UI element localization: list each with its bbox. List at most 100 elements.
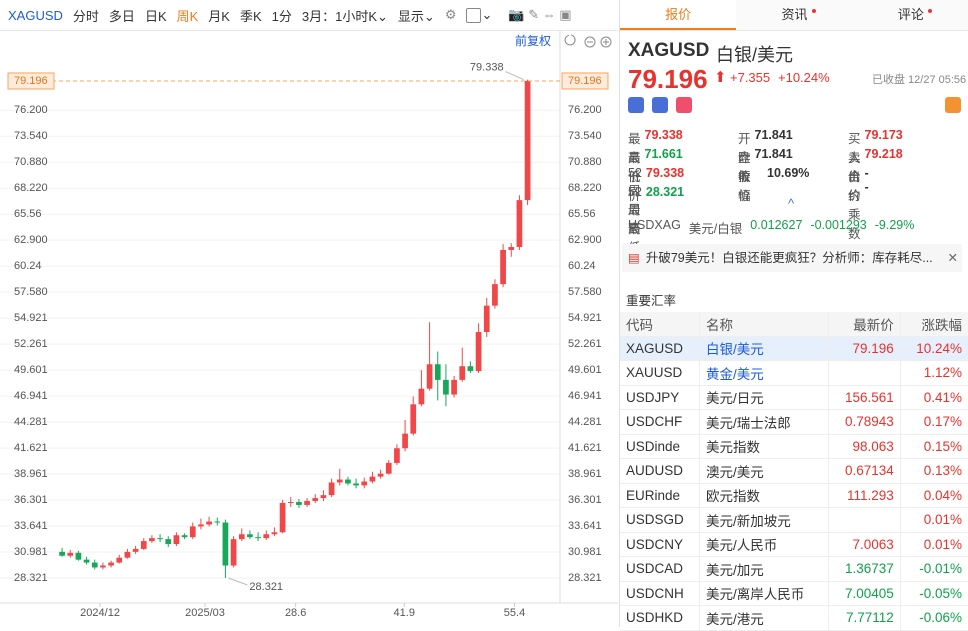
- table-row[interactable]: USDCAD 美元/加元 1.36737 -0.01%: [620, 556, 968, 582]
- candle-body: [271, 532, 278, 535]
- cell: 欧元指数: [699, 483, 830, 508]
- stat-value: 71.841: [754, 147, 793, 161]
- table-row[interactable]: USDCNY 美元/人民币 7.0063 0.01%: [620, 532, 968, 557]
- table-row[interactable]: USDJPY 美元/日元 156.561 0.41%: [620, 385, 968, 410]
- stat-label: 振 幅: [738, 170, 764, 203]
- adjust-button[interactable]: 前复权: [515, 33, 551, 48]
- display-select[interactable]: 显示⌄: [397, 8, 435, 24]
- y-tick-label-right: 38.961: [568, 468, 602, 480]
- candle-body: [132, 548, 139, 552]
- tabs: 报价 资讯 评论: [620, 0, 968, 31]
- candle-body: [279, 502, 286, 533]
- candle-body: [181, 535, 188, 538]
- range-select[interactable]: 3月：1小时K⌄: [301, 8, 388, 24]
- y-tick-label-right: 49.601: [568, 364, 602, 376]
- collapse-toggle[interactable]: ^: [788, 196, 795, 211]
- period-option[interactable]: 日K: [144, 8, 167, 24]
- candle-body: [426, 364, 433, 389]
- cell: 美元/离岸人民币: [699, 581, 830, 606]
- y-tick-label: 30.981: [14, 546, 48, 558]
- y-tick-label-right: 41.621: [568, 442, 602, 454]
- x-tick-label: 2025/03: [185, 607, 225, 619]
- cell: 0.15%: [900, 434, 968, 459]
- related-field: USDXAG: [628, 218, 681, 232]
- y-tick-label-right: 73.540: [568, 130, 602, 142]
- cell: 美元/新加坡元: [699, 507, 830, 533]
- candle-body: [75, 552, 82, 560]
- y-tick-label-right: 44.281: [568, 416, 602, 428]
- cell: 156.561: [828, 385, 901, 410]
- tool-icons[interactable]: 📷 ✎ ⇔ ▣: [508, 7, 572, 22]
- cell: -0.06%: [900, 605, 968, 631]
- table-row[interactable]: XAUUSD 黄金/美元 1.12%: [620, 360, 968, 386]
- table-row[interactable]: USDCNH 美元/离岸人民币 7.00405 -0.05%: [620, 581, 968, 606]
- table-row[interactable]: USDSGD 美元/新加坡元 0.01%: [620, 507, 968, 533]
- table-row[interactable]: XAGUSD 白银/美元 79.196 10.24%: [620, 336, 968, 361]
- table-row[interactable]: USDCHF 美元/瑞士法郎 0.78943 0.17%: [620, 409, 968, 435]
- y-tick-label-right: 33.641: [568, 520, 602, 532]
- period-option[interactable]: 1分: [271, 8, 292, 24]
- candle-body: [296, 502, 302, 505]
- candle-body: [369, 476, 376, 482]
- stat-label: 52周最高: [628, 166, 642, 236]
- tab[interactable]: 资讯: [736, 0, 852, 30]
- settings-icon[interactable]: ⚙: [444, 7, 457, 22]
- stat-label: 开盘价: [738, 132, 751, 184]
- candle-body: [385, 462, 392, 474]
- cell: EURinde: [620, 483, 700, 508]
- last-price-tag-left: [7, 72, 55, 90]
- table-title: 重要汇率: [626, 294, 677, 308]
- period-option[interactable]: 周K: [176, 8, 199, 24]
- candle-body: [467, 366, 474, 372]
- tab-label: 资讯: [781, 7, 808, 22]
- period-option[interactable]: 多日: [108, 8, 135, 24]
- y-tick-label-right: 28.321: [568, 572, 602, 584]
- news-bar[interactable]: ▤ 升破79美元！白银还能更疯狂？分析师：库存耗尽... ✕: [622, 244, 962, 272]
- candle-body: [149, 538, 155, 542]
- quote-change-pct: +10.24%: [778, 70, 830, 85]
- candle-body: [459, 366, 466, 380]
- table-row[interactable]: USDinde 美元指数 98.063 0.15%: [620, 434, 968, 459]
- alert-icon[interactable]: [945, 97, 961, 113]
- period-option[interactable]: 月K: [208, 8, 230, 24]
- low-label: 28.321: [249, 581, 283, 593]
- tab-label: 评论: [897, 7, 924, 22]
- period-option[interactable]: 季K: [239, 8, 262, 24]
- candle-body: [410, 404, 417, 434]
- action-icons[interactable]: [628, 97, 692, 113]
- table-header: 代码 名称 最新价 涨跌幅: [620, 312, 968, 337]
- candle-body: [91, 562, 98, 568]
- stat: 最低价 71.661: [628, 147, 683, 203]
- stat-value: 10.69%: [767, 166, 810, 180]
- cell: 美元/港元: [699, 605, 830, 631]
- cell: -0.05%: [900, 581, 968, 606]
- cell: 7.00405: [828, 581, 901, 606]
- stat-value: 79.338: [644, 128, 683, 142]
- draw-icon[interactable]: ⌄: [466, 7, 492, 24]
- candle-body: [320, 495, 327, 499]
- tab[interactable]: 评论: [853, 0, 968, 30]
- y-tick-label: 76.200: [14, 104, 48, 116]
- x-tick-label: 2024/12: [80, 607, 120, 619]
- cell: 0.78943: [828, 409, 901, 435]
- candle-body: [165, 539, 172, 545]
- period-option[interactable]: 分时: [72, 8, 99, 24]
- table-row[interactable]: USDHKD 美元/港元 7.77112 -0.06%: [620, 605, 968, 631]
- zoom-controls[interactable]: [564, 34, 612, 48]
- stat-label: 合约乘数: [848, 170, 861, 241]
- related-quote[interactable]: USDXAG 美元/白银 0.012627 -0.001293 -9.29%: [628, 218, 914, 237]
- cell: USDHKD: [620, 605, 700, 631]
- stat-label: 卖出价: [848, 151, 861, 203]
- table-row[interactable]: EURinde 欧元指数 111.293 0.04%: [620, 483, 968, 508]
- y-tick-label-right: 60.24: [568, 260, 596, 272]
- tab[interactable]: 报价: [620, 0, 737, 30]
- x-tick-label: 28.6: [285, 607, 306, 619]
- symbol[interactable]: XAGUSD: [8, 7, 63, 23]
- header-cell: 代码: [620, 312, 700, 337]
- candle-body: [336, 479, 343, 483]
- table-row[interactable]: AUDUSD 澳元/美元 0.67134 0.13%: [620, 458, 968, 484]
- high-pointer: [505, 71, 524, 81]
- last-price-tag-right: [561, 72, 609, 90]
- candle-body: [492, 284, 498, 306]
- quote-arrow: ⬆: [714, 69, 727, 86]
